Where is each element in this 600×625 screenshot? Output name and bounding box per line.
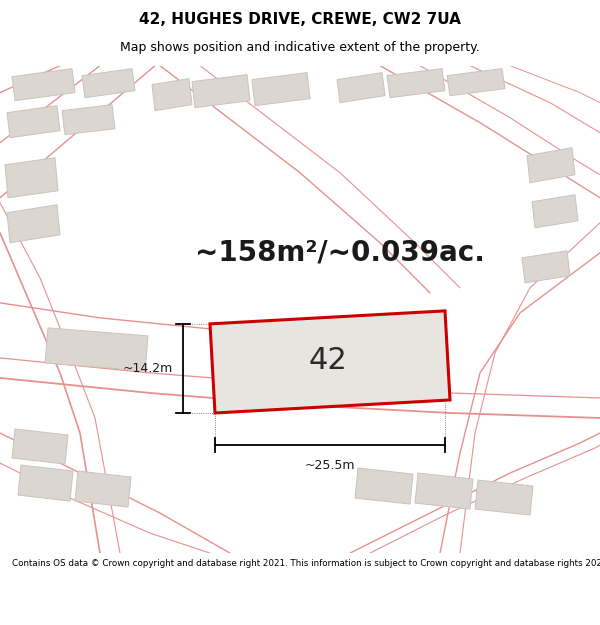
Polygon shape — [7, 106, 60, 138]
Polygon shape — [522, 251, 570, 283]
Text: Contains OS data © Crown copyright and database right 2021. This information is : Contains OS data © Crown copyright and d… — [12, 559, 600, 568]
Polygon shape — [387, 69, 445, 98]
Polygon shape — [475, 480, 533, 515]
Polygon shape — [5, 158, 58, 198]
Polygon shape — [12, 69, 75, 101]
Text: 42: 42 — [308, 346, 347, 376]
Polygon shape — [82, 69, 135, 98]
Polygon shape — [252, 72, 310, 106]
Polygon shape — [337, 72, 385, 102]
Polygon shape — [12, 429, 68, 464]
Text: ~158m²/~0.039ac.: ~158m²/~0.039ac. — [195, 239, 485, 267]
Polygon shape — [210, 311, 450, 413]
Polygon shape — [447, 69, 505, 96]
Polygon shape — [192, 74, 250, 108]
Text: 42, HUGHES DRIVE, CREWE, CW2 7UA: 42, HUGHES DRIVE, CREWE, CW2 7UA — [139, 12, 461, 27]
Polygon shape — [45, 328, 148, 371]
Polygon shape — [415, 473, 473, 509]
Polygon shape — [355, 468, 413, 504]
Polygon shape — [527, 148, 575, 182]
Polygon shape — [7, 205, 60, 242]
Polygon shape — [18, 465, 73, 501]
Text: ~14.2m: ~14.2m — [123, 362, 173, 375]
Polygon shape — [62, 104, 115, 135]
Polygon shape — [152, 79, 192, 111]
Polygon shape — [75, 471, 131, 507]
Text: Map shows position and indicative extent of the property.: Map shows position and indicative extent… — [120, 41, 480, 54]
Text: ~25.5m: ~25.5m — [305, 459, 355, 472]
Polygon shape — [532, 195, 578, 228]
